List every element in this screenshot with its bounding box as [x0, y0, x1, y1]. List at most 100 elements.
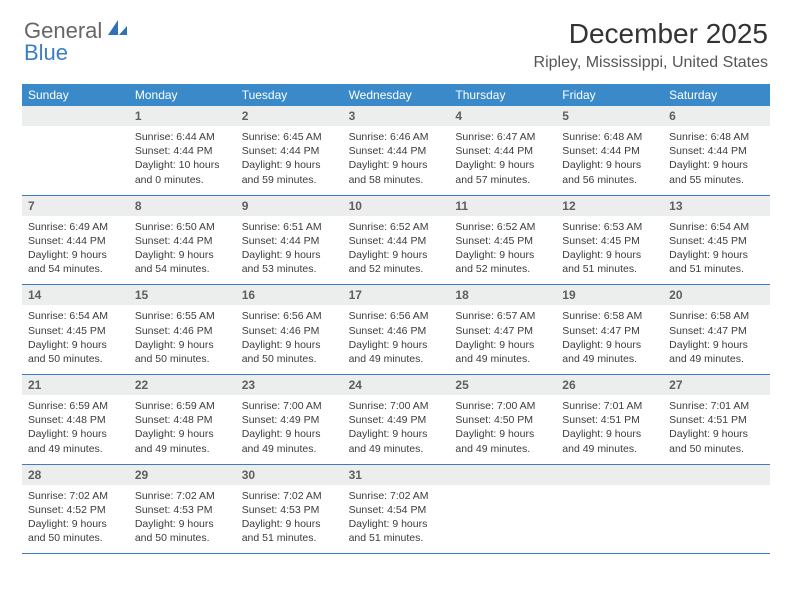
day-detail-line: Sunrise: 7:00 AM	[349, 399, 444, 413]
day-cell-22: Sunrise: 6:59 AMSunset: 4:48 PMDaylight:…	[129, 395, 236, 464]
day-detail-line: and 50 minutes.	[135, 352, 230, 366]
day-detail-line: Daylight: 9 hours	[242, 338, 337, 352]
week-cells: Sunrise: 6:54 AMSunset: 4:45 PM Daylight:…	[22, 305, 770, 375]
day-number-14: 14	[22, 285, 129, 305]
day-cell-25: Sunrise: 7:00 AMSunset: 4:50 PMDaylight:…	[449, 395, 556, 464]
day-header-wednesday: Wednesday	[343, 84, 450, 106]
day-number-22: 22	[129, 375, 236, 395]
day-number-8: 8	[129, 196, 236, 216]
day-detail-line: Sunset: 4:51 PM	[562, 413, 657, 427]
day-cell-19: Sunrise: 6:58 AMSunset: 4:47 PMDaylight:…	[556, 305, 663, 374]
day-detail-line: and 50 minutes.	[28, 352, 123, 366]
day-detail-line: and 54 minutes.	[28, 262, 123, 276]
day-detail-line: Daylight: 9 hours	[242, 427, 337, 441]
day-detail-line: Sunrise: 6:58 AM	[669, 309, 764, 323]
day-detail-line: Sunset: 4:50 PM	[455, 413, 550, 427]
day-detail-line: Sunrise: 6:52 AM	[349, 220, 444, 234]
daynum-row: 78910111213	[22, 196, 770, 216]
day-detail-line: Daylight: 9 hours	[669, 338, 764, 352]
day-detail-line: Sunrise: 6:58 AM	[562, 309, 657, 323]
day-cell-13: Sunrise: 6:54 AMSunset: 4:45 PMDaylight:…	[663, 216, 770, 285]
day-cell-16: Sunrise: 6:56 AMSunset: 4:46 PMDaylight:…	[236, 305, 343, 374]
week-4: 21222324252627Sunrise: 6:59 AMSunset: 4:…	[22, 375, 770, 465]
day-detail-line: Sunset: 4:48 PM	[28, 413, 123, 427]
day-detail-line: Sunset: 4:44 PM	[562, 144, 657, 158]
day-detail-line: and 49 minutes.	[455, 352, 550, 366]
day-detail-line: Sunset: 4:48 PM	[135, 413, 230, 427]
day-detail-line: Daylight: 9 hours	[455, 248, 550, 262]
day-detail-line: Sunset: 4:47 PM	[455, 324, 550, 338]
day-cell-23: Sunrise: 7:00 AMSunset: 4:49 PMDaylight:…	[236, 395, 343, 464]
day-cell-11: Sunrise: 6:52 AMSunset: 4:45 PMDaylight:…	[449, 216, 556, 285]
day-number-31: 31	[343, 465, 450, 485]
week-2: 78910111213Sunrise: 6:49 AMSunset: 4:44 …	[22, 196, 770, 286]
day-number-11: 11	[449, 196, 556, 216]
day-header-saturday: Saturday	[663, 84, 770, 106]
day-detail-line: Sunset: 4:49 PM	[242, 413, 337, 427]
day-number-9: 9	[236, 196, 343, 216]
day-number-empty	[556, 465, 663, 485]
week-5: 28293031Sunrise: 7:02 AMSunset: 4:52 PMD…	[22, 465, 770, 555]
day-detail-line: Daylight: 9 hours	[135, 517, 230, 531]
day-detail-line: Sunrise: 7:00 AM	[242, 399, 337, 413]
day-detail-line: Daylight: 9 hours	[242, 158, 337, 172]
day-detail-line: Daylight: 9 hours	[349, 427, 444, 441]
day-detail-line: Sunrise: 6:51 AM	[242, 220, 337, 234]
day-detail-line: Sunset: 4:53 PM	[135, 503, 230, 517]
day-number-5: 5	[556, 106, 663, 126]
day-number-18: 18	[449, 285, 556, 305]
daynum-row: 123456	[22, 106, 770, 126]
day-detail-line: and 50 minutes.	[135, 531, 230, 545]
day-number-25: 25	[449, 375, 556, 395]
day-detail-line: and 49 minutes.	[349, 352, 444, 366]
day-cell-15: Sunrise: 6:55 AMSunset: 4:46 PMDaylight:…	[129, 305, 236, 374]
day-detail-line: Sunrise: 6:57 AM	[455, 309, 550, 323]
day-detail-line: Daylight: 9 hours	[135, 338, 230, 352]
day-cell-6: Sunrise: 6:48 AMSunset: 4:44 PMDaylight:…	[663, 126, 770, 195]
day-detail-line: Sunrise: 6:54 AM	[28, 309, 123, 323]
day-number-6: 6	[663, 106, 770, 126]
calendar: SundayMondayTuesdayWednesdayThursdayFrid…	[0, 76, 792, 554]
day-header-thursday: Thursday	[449, 84, 556, 106]
day-detail-line: and 49 minutes.	[669, 352, 764, 366]
day-detail-line: Daylight: 9 hours	[562, 158, 657, 172]
day-detail-line: Sunrise: 7:02 AM	[28, 489, 123, 503]
day-detail-line: Sunset: 4:47 PM	[562, 324, 657, 338]
day-detail-line: Sunrise: 6:54 AM	[669, 220, 764, 234]
day-detail-line: Sunset: 4:44 PM	[135, 144, 230, 158]
day-number-7: 7	[22, 196, 129, 216]
day-detail-line: Daylight: 9 hours	[242, 517, 337, 531]
day-detail-line: Sunrise: 6:46 AM	[349, 130, 444, 144]
day-cell-12: Sunrise: 6:53 AMSunset: 4:45 PMDaylight:…	[556, 216, 663, 285]
day-number-20: 20	[663, 285, 770, 305]
day-detail-line: Sunrise: 6:50 AM	[135, 220, 230, 234]
day-detail-line: Sunset: 4:52 PM	[28, 503, 123, 517]
day-detail-line: Daylight: 9 hours	[455, 158, 550, 172]
day-number-24: 24	[343, 375, 450, 395]
day-detail-line: Daylight: 9 hours	[455, 427, 550, 441]
day-detail-line: and 51 minutes.	[669, 262, 764, 276]
month-title: December 2025	[534, 18, 768, 50]
day-detail-line: Sunset: 4:45 PM	[28, 324, 123, 338]
day-detail-line: Sunset: 4:46 PM	[349, 324, 444, 338]
day-detail-line: Sunrise: 7:02 AM	[242, 489, 337, 503]
day-detail-line: Sunset: 4:45 PM	[455, 234, 550, 248]
logo: GeneralBlue	[24, 18, 130, 66]
day-header-monday: Monday	[129, 84, 236, 106]
day-number-19: 19	[556, 285, 663, 305]
day-cell-empty	[556, 485, 663, 554]
day-detail-line: Sunrise: 7:02 AM	[135, 489, 230, 503]
day-detail-line: Sunrise: 6:49 AM	[28, 220, 123, 234]
day-detail-line: Daylight: 9 hours	[562, 427, 657, 441]
day-number-27: 27	[663, 375, 770, 395]
week-cells: Sunrise: 6:44 AMSunset: 4:44 PMDaylight:…	[22, 126, 770, 196]
day-cell-27: Sunrise: 7:01 AMSunset: 4:51 PMDaylight:…	[663, 395, 770, 464]
day-detail-line: Sunrise: 6:48 AM	[562, 130, 657, 144]
daynum-row: 21222324252627	[22, 375, 770, 395]
day-detail-line: and 51 minutes.	[242, 531, 337, 545]
day-detail-line: Sunrise: 7:01 AM	[562, 399, 657, 413]
day-number-13: 13	[663, 196, 770, 216]
day-header-friday: Friday	[556, 84, 663, 106]
day-cell-9: Sunrise: 6:51 AMSunset: 4:44 PMDaylight:…	[236, 216, 343, 285]
day-detail-line: Daylight: 9 hours	[242, 248, 337, 262]
